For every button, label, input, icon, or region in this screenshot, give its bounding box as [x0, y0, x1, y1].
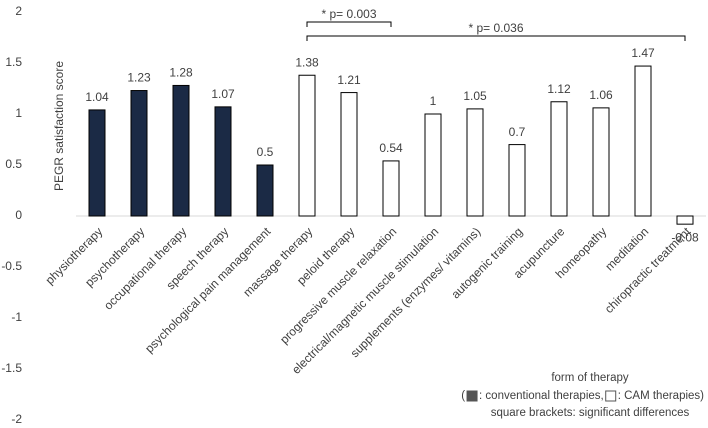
value-label: 1.38 [295, 55, 319, 69]
bar [256, 164, 274, 217]
bar [508, 144, 526, 217]
bar [676, 215, 694, 225]
value-label: 1.05 [463, 89, 487, 103]
x-tick-label: electrical/magnetic muscle stimulation [289, 224, 441, 376]
value-label: 1.21 [337, 73, 361, 87]
legend-swatch [605, 390, 617, 402]
significance-label: * p= 0.036 [468, 21, 523, 35]
value-label: 1.12 [547, 82, 571, 96]
y-tick-label: -1 [11, 310, 22, 324]
legend-note: square brackets: significant differences [491, 407, 690, 419]
bar [172, 84, 190, 217]
legend-swatch [466, 390, 478, 402]
value-label: 0.54 [379, 141, 403, 155]
y-tick-label: 0 [15, 208, 22, 222]
bar [130, 90, 148, 217]
value-label: 1.23 [127, 71, 151, 85]
x-tick-label: autogenic training [448, 224, 525, 301]
y-tick-label: 1.5 [5, 55, 22, 69]
significance-bracket [306, 35, 686, 41]
bar [424, 113, 442, 217]
y-axis-title: PEGR satisfaction score [52, 61, 66, 191]
significance-bracket [306, 21, 392, 27]
value-label: -0.08 [671, 230, 699, 244]
y-tick-label: 1 [15, 106, 22, 120]
value-label: 0.7 [509, 125, 526, 139]
significance-label: * p= 0.003 [321, 7, 376, 21]
bar [298, 74, 316, 217]
legend-text: : conventional therapies, [479, 390, 604, 402]
value-label: 1.47 [631, 46, 655, 60]
value-label: 1.06 [589, 88, 613, 102]
value-label: 1.28 [169, 66, 193, 80]
bar [340, 92, 358, 217]
legend-title: form of therapy [551, 372, 629, 384]
y-tick-label: -1.5 [1, 361, 22, 375]
value-label: 1.04 [85, 90, 109, 104]
bar [634, 65, 652, 217]
bar [466, 108, 484, 217]
legend-text: : CAM therapies) [618, 390, 704, 402]
bar [214, 106, 232, 217]
y-tick-label: 0.5 [5, 157, 22, 171]
y-tick-label: -2 [11, 412, 22, 426]
bar [550, 101, 568, 217]
y-tick-label: 2 [15, 4, 22, 18]
value-label: 1.07 [211, 87, 235, 101]
value-label: 1 [430, 94, 437, 108]
bar [382, 160, 400, 217]
bar [592, 107, 610, 217]
bar [88, 109, 106, 217]
y-tick-label: -0.5 [1, 259, 22, 273]
value-label: 0.5 [257, 145, 274, 159]
legend-text: ( [461, 390, 465, 402]
